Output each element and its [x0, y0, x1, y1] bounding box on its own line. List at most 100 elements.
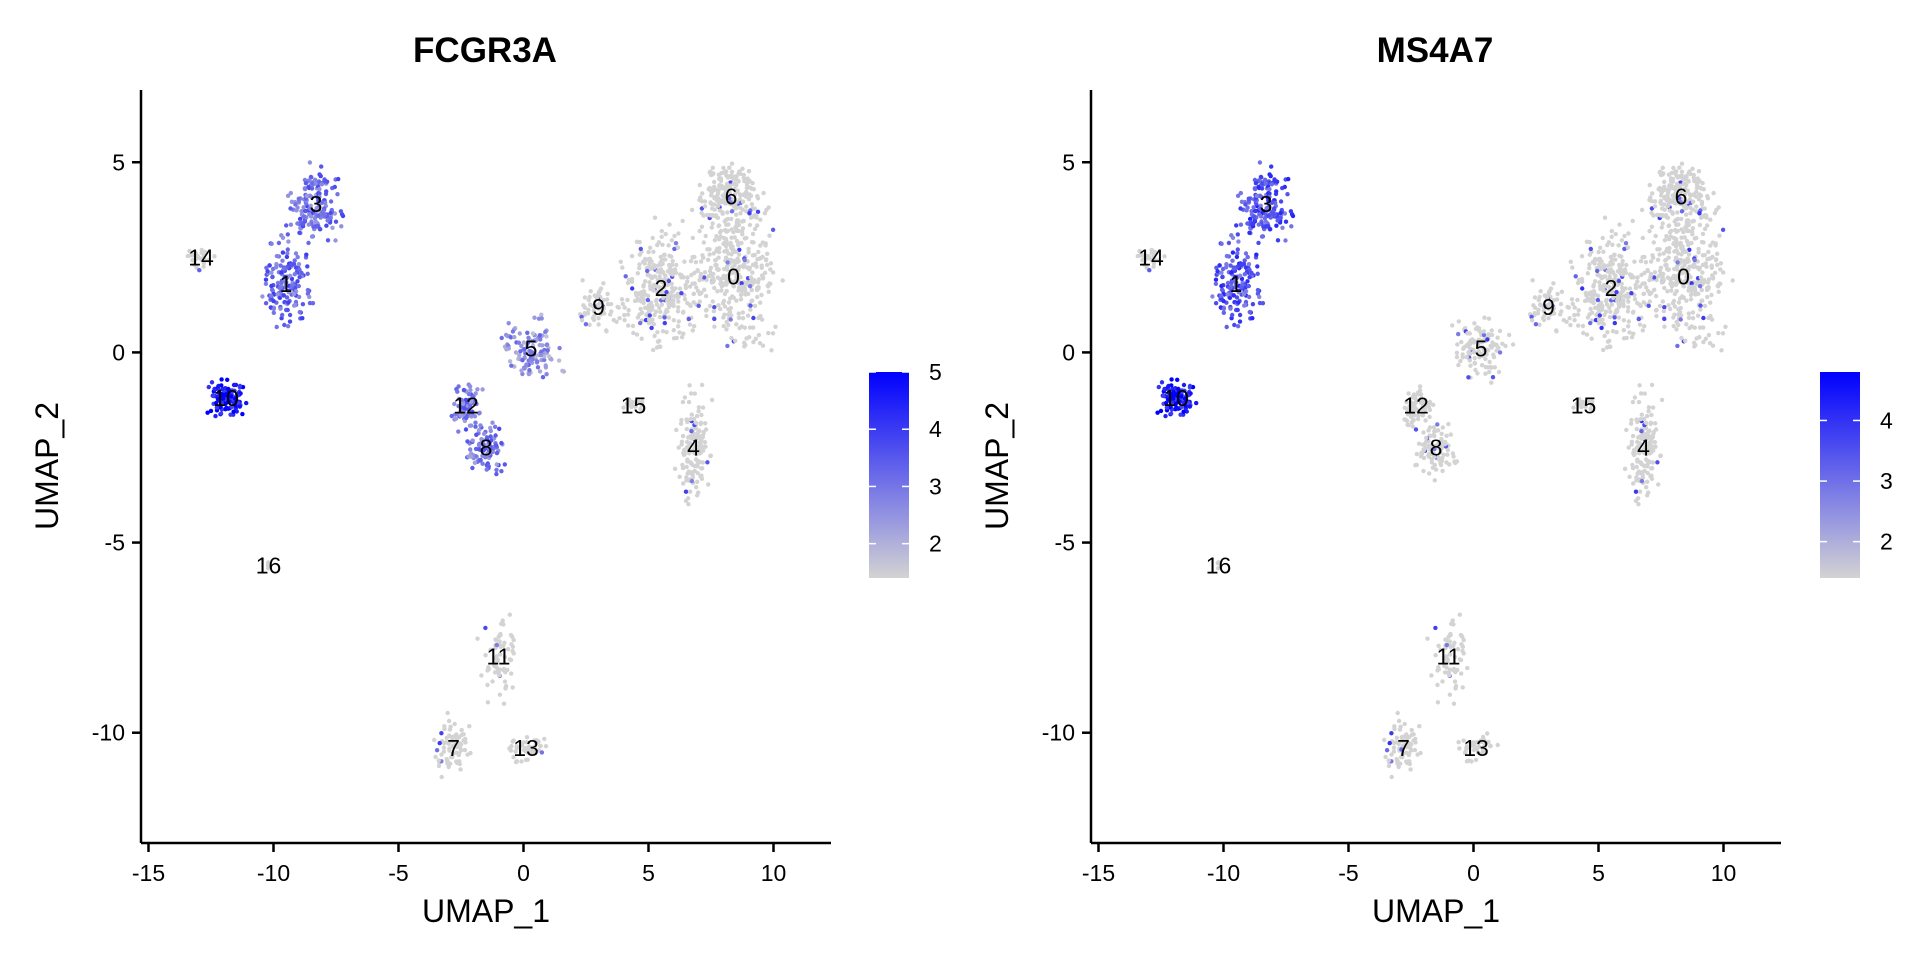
cell-point: [459, 727, 464, 733]
cluster-label: 0: [727, 263, 740, 289]
cell-point: [619, 297, 625, 302]
cell-point: [508, 335, 514, 340]
cell-point: [1579, 254, 1585, 259]
cell-point: [1159, 380, 1165, 385]
cell-point: [679, 335, 685, 340]
cell-point: [703, 421, 708, 426]
cell-point: [1252, 186, 1258, 192]
cell-point: [1716, 330, 1721, 336]
cell-point: [1645, 479, 1650, 484]
cluster-label: 14: [188, 244, 214, 270]
cell-point: [734, 238, 740, 244]
cell-point: [1614, 330, 1619, 335]
colorbar-tick-label: 2: [1880, 529, 1893, 555]
cell-point: [497, 692, 503, 697]
cell-point: [274, 324, 279, 330]
cell-point: [722, 200, 727, 206]
cell-point: [1245, 221, 1250, 226]
cell-point: [1234, 254, 1240, 260]
cell-point: [1705, 194, 1710, 199]
cell-point: [1698, 303, 1703, 308]
cell-point: [630, 286, 635, 291]
cell-point: [699, 290, 704, 295]
cell-point: [1716, 289, 1721, 294]
cell-point: [1235, 307, 1240, 313]
cell-point: [1402, 721, 1407, 727]
cell-point: [666, 315, 672, 320]
cell-point: [543, 363, 548, 368]
cell-point: [510, 648, 515, 654]
cell-point: [296, 196, 301, 201]
cell-point: [1262, 177, 1268, 182]
cell-point: [716, 303, 721, 308]
cell-point: [758, 300, 763, 305]
cell-point: [739, 284, 745, 289]
cell-point: [543, 329, 548, 335]
cell-point: [1697, 335, 1702, 340]
cluster-label: 2: [655, 275, 668, 301]
cell-point: [1626, 324, 1631, 329]
cell-point: [705, 460, 710, 465]
cell-point: [1702, 226, 1708, 232]
cell-point: [1435, 682, 1440, 688]
cell-point: [1639, 461, 1644, 467]
cell-point: [1633, 498, 1639, 503]
cell-point: [722, 304, 728, 309]
cell-point: [1622, 233, 1627, 239]
cell-point: [675, 309, 681, 314]
cell-point: [620, 265, 625, 270]
cell-point: [646, 317, 652, 322]
cell-point: [1653, 293, 1659, 299]
cell-point: [1389, 774, 1394, 780]
cell-point: [755, 194, 760, 199]
cell-point: [544, 334, 549, 339]
cell-point: [1442, 442, 1447, 447]
cell-point: [1621, 303, 1626, 309]
cell-point: [544, 342, 550, 347]
cell-point: [1461, 637, 1466, 643]
cell-point: [1220, 274, 1225, 280]
cell-point: [1645, 493, 1650, 498]
cell-point: [1600, 235, 1605, 241]
cell-point: [1392, 726, 1397, 732]
cell-point: [729, 169, 735, 174]
cell-point: [729, 252, 734, 257]
cell-point: [538, 353, 544, 358]
cell-point: [507, 359, 513, 364]
cell-point: [695, 464, 700, 469]
cell-point: [1621, 328, 1627, 333]
cell-point: [1237, 312, 1243, 318]
cell-point: [560, 368, 565, 373]
cell-point: [467, 724, 472, 729]
cell-point: [280, 250, 286, 255]
cell-point: [755, 209, 761, 214]
cell-point: [1431, 425, 1437, 430]
cell-point: [1701, 187, 1707, 192]
cell-point: [684, 475, 689, 480]
cell-point: [647, 280, 652, 285]
cell-point: [1406, 422, 1411, 428]
cell-point: [1703, 336, 1709, 341]
cell-point: [1460, 648, 1465, 654]
cell-point: [1597, 313, 1603, 318]
cell-point: [1444, 433, 1449, 438]
cell-point: [1580, 323, 1586, 329]
cell-point: [729, 227, 734, 232]
cell-point: [1425, 636, 1430, 641]
cell-point: [730, 248, 735, 253]
cell-point: [630, 323, 636, 329]
cell-point: [1635, 275, 1640, 280]
cell-point: [1446, 421, 1451, 427]
cell-point: [1269, 164, 1274, 169]
cell-point: [1257, 160, 1263, 165]
cell-point: [1629, 275, 1634, 280]
cell-point: [1719, 348, 1724, 353]
cell-point: [1452, 459, 1457, 464]
cell-point: [1421, 430, 1426, 435]
cell-point: [310, 181, 315, 186]
cell-point: [758, 217, 763, 222]
cell-point: [579, 318, 585, 323]
cell-point: [1448, 631, 1453, 637]
cell-point: [1623, 241, 1629, 246]
x-axis-label: UMAP_1: [422, 893, 550, 929]
